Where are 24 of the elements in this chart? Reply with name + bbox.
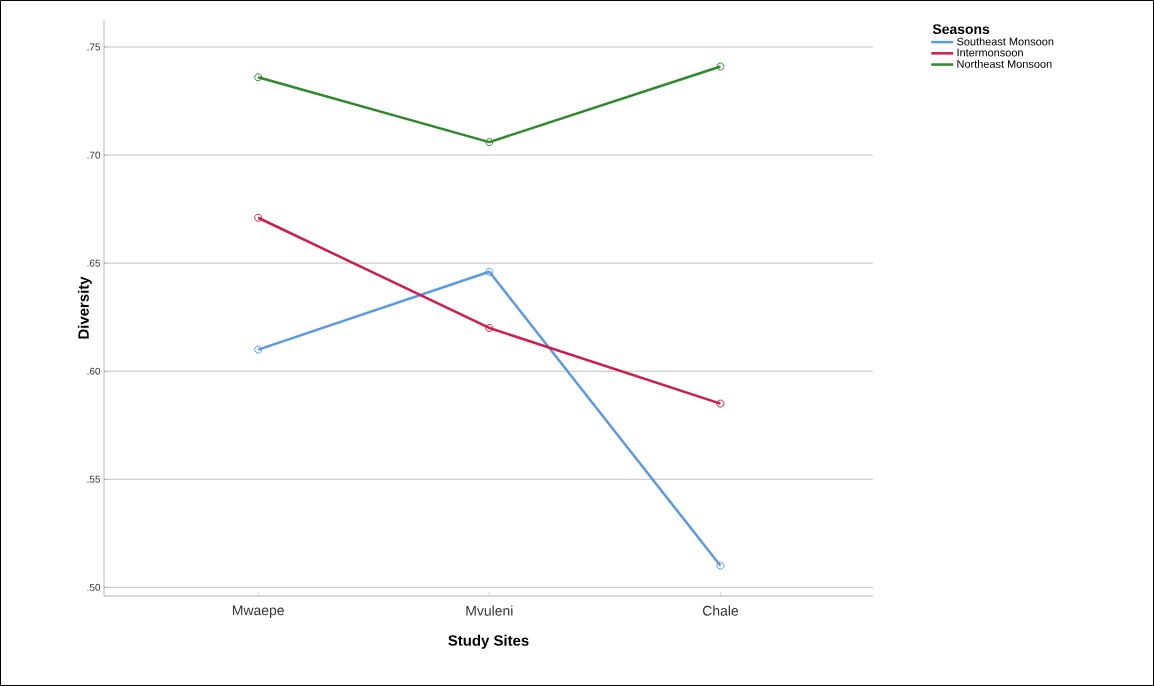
x-tick-label: Chale: [702, 605, 739, 616]
y-tick-label: .75: [87, 43, 101, 51]
point: [716, 399, 725, 408]
point: [485, 267, 494, 276]
x-tick-label: Mwaepe: [232, 605, 284, 618]
x-axis-title: Study Sites: [448, 634, 529, 649]
point: [485, 323, 494, 332]
legend-label: Southeast Monsoon: [957, 37, 1054, 46]
point: [716, 561, 725, 570]
y-axis-title: Diversity: [77, 276, 92, 339]
y-tick-label: .70: [87, 151, 101, 159]
legend-title: Seasons: [932, 24, 990, 35]
y-tick-label: .55: [87, 475, 101, 483]
y-tick-label: .65: [87, 259, 101, 267]
point: [254, 73, 263, 82]
point: [254, 345, 263, 354]
legend-label: Northeast Monsoon: [957, 59, 1052, 68]
x-tick-label: Mvuleni: [466, 605, 513, 616]
point: [716, 62, 725, 71]
point: [254, 213, 263, 222]
y-tick-label: .50: [87, 583, 101, 591]
point: [485, 138, 494, 147]
y-tick-label: .60: [87, 367, 101, 375]
legend-label: Intermonsoon: [957, 48, 1023, 57]
